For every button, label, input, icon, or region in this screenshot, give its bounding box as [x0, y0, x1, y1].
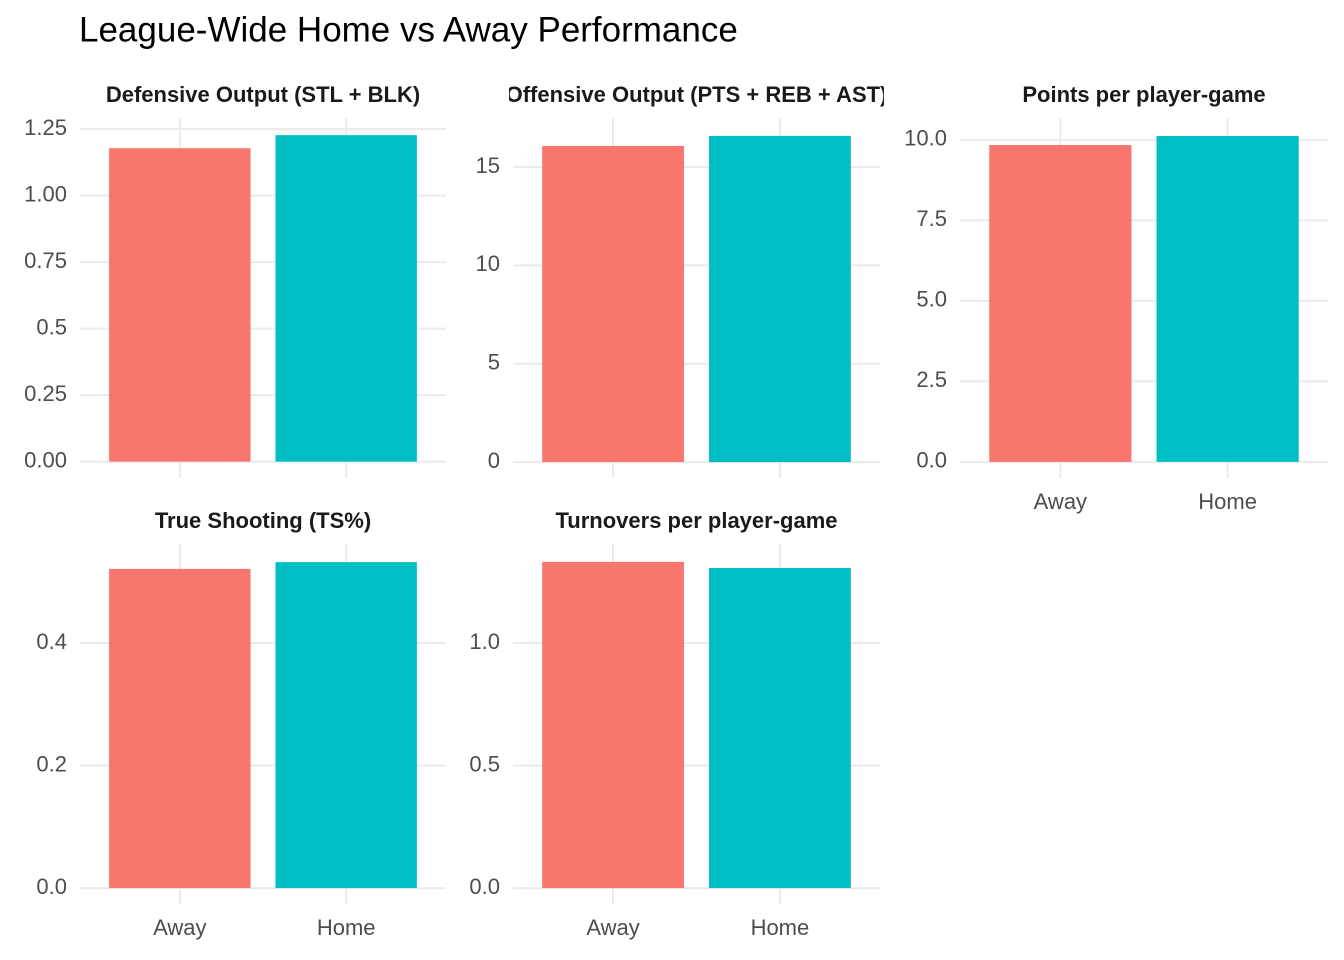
y-tick-label: 0.0	[36, 874, 67, 899]
bar	[275, 562, 417, 889]
chart-title: League-Wide Home vs Away Performance	[79, 10, 738, 49]
y-tick-label: 0	[488, 448, 500, 473]
y-tick-label: 7.5	[916, 206, 947, 231]
bar	[275, 135, 417, 462]
y-tick-label: 1.00	[24, 181, 67, 206]
bar	[1156, 136, 1299, 462]
y-tick-label: 0.00	[24, 447, 67, 472]
panel: 0.00 0.25 0.5 0.75 1.00 1.25 Defensive Output …	[24, 82, 446, 478]
bar	[989, 145, 1132, 462]
x-tick-label: Home	[317, 915, 376, 940]
y-tick-label: 5	[488, 350, 500, 375]
x-tick-label: Away	[153, 915, 206, 940]
y-tick-label: 1.0	[469, 629, 500, 654]
y-tick-label: 2.5	[916, 367, 947, 392]
y-tick-label: 0.2	[36, 751, 67, 776]
panel: 0.0 0.5 1.0 Away Home Turnovers per player-ga…	[469, 508, 880, 940]
y-tick-label: 0.5	[469, 751, 500, 776]
y-tick-label: 10.0	[904, 126, 947, 151]
facet-title: Turnovers per player-game	[555, 508, 837, 533]
panel: 0.0 2.5 5.0 7.5 10.0 Away Home Points per playe…	[904, 82, 1328, 514]
bar	[709, 135, 851, 463]
x-tick-label: Away	[1034, 489, 1087, 514]
panel: 0 5 10 15 Offensive Output (PTS + REB + AST)	[476, 82, 888, 478]
bar	[109, 148, 251, 462]
bar	[542, 145, 684, 463]
y-tick-label: 0.25	[24, 381, 67, 406]
facet-title: Defensive Output (STL + BLK)	[106, 82, 420, 107]
y-tick-label: 0.5	[36, 314, 67, 339]
facet-title: Offensive Output (PTS + REB + AST)	[506, 82, 888, 107]
y-tick-label: 15	[476, 153, 500, 178]
facet-title: True Shooting (TS%)	[155, 508, 371, 533]
panel: 0.0 0.2 0.4 Away Home True Shooting (TS%)	[36, 508, 446, 940]
bar	[709, 568, 851, 889]
y-tick-label: 0.4	[36, 629, 67, 654]
x-tick-label: Away	[586, 915, 639, 940]
facet-title: Points per player-game	[1022, 82, 1265, 107]
y-tick-label: 0.75	[24, 248, 67, 273]
y-tick-label: 1.25	[24, 115, 67, 140]
y-tick-label: 10	[476, 251, 500, 276]
y-tick-label: 5.0	[916, 287, 947, 312]
y-tick-label: 0.0	[469, 874, 500, 899]
x-tick-label: Home	[751, 915, 810, 940]
bar	[542, 561, 684, 889]
bar	[109, 568, 251, 889]
y-tick-label: 0.0	[916, 448, 947, 473]
x-tick-label: Home	[1198, 489, 1257, 514]
